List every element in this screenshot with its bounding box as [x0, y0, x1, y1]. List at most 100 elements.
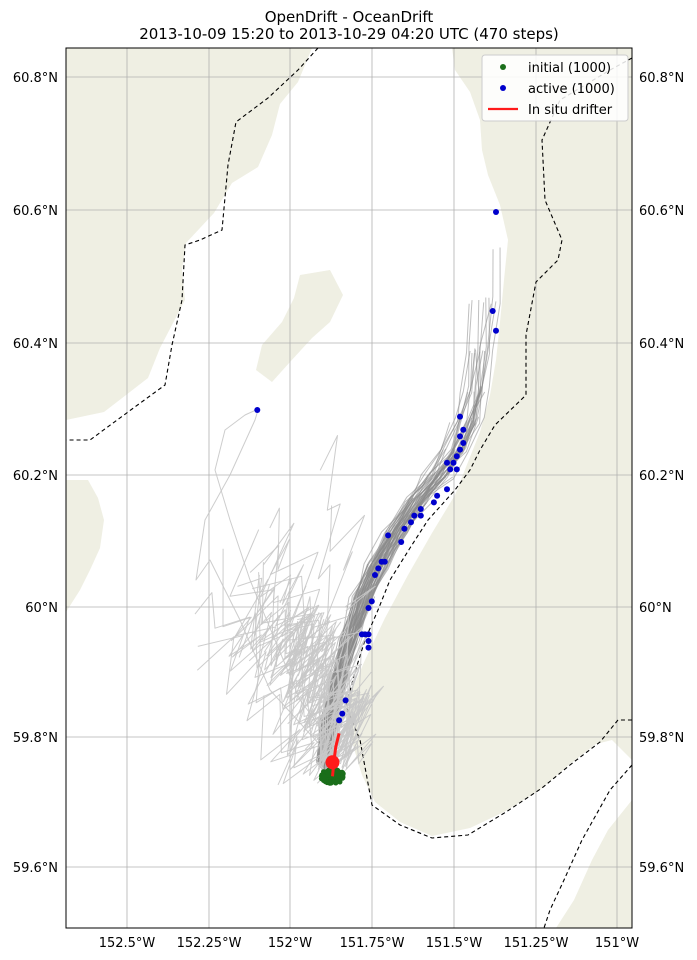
lon-tick-label: 152.5°W [99, 936, 156, 951]
initial-particle [327, 779, 333, 785]
trajectory-line [197, 611, 325, 765]
active-particle [434, 492, 441, 499]
legend-box [481, 54, 629, 122]
trajectory-line [214, 409, 331, 741]
lat-tick-label-right: 59.8°N [639, 731, 684, 746]
active-particle [450, 459, 457, 466]
land-southwest [66, 480, 104, 612]
legend-initial-marker [500, 64, 506, 70]
map-title-line1: OpenDrift - OceanDrift [265, 8, 434, 26]
initial-particle [324, 769, 330, 775]
border-west [66, 48, 319, 441]
legend-active-label: active (1000) [528, 82, 615, 97]
land-east-upper [344, 48, 632, 928]
map-area [66, 48, 632, 928]
lat-tick-label-right: 60.8°N [639, 71, 684, 86]
lon-tick-label: 151°W [595, 936, 639, 951]
active-particle [375, 565, 382, 572]
trajectory-line [195, 409, 321, 746]
trajectory-line [303, 618, 378, 769]
lat-tick-label-right: 60.2°N [639, 469, 684, 484]
lat-tick-label-right: 60.4°N [639, 337, 684, 352]
active-particle [457, 413, 463, 420]
trajectory-line [235, 578, 352, 774]
active-particle [453, 453, 460, 460]
active-particle [489, 308, 496, 314]
legend-initial-label: initial (1000) [528, 61, 611, 76]
land-layer [66, 48, 632, 928]
active-particle [460, 440, 467, 446]
active-particle [417, 506, 424, 512]
lat-tick-label-left: 60°N [25, 601, 58, 616]
active-particle [401, 525, 408, 532]
map-gridlines [66, 48, 632, 928]
active-particle [411, 512, 418, 519]
active-particle [447, 466, 454, 473]
lat-tick-label-left: 60.8°N [13, 71, 58, 86]
active-particle [408, 519, 414, 526]
trajectory-line [229, 529, 340, 768]
active-particle [398, 539, 405, 545]
trajectory-line [295, 612, 359, 770]
initial-particle [331, 779, 337, 785]
lat-tick-label-right: 60°N [639, 601, 672, 616]
active-particle [365, 605, 372, 611]
active-particle [430, 499, 437, 506]
trajectory-line [277, 732, 363, 786]
lon-tick-label: 151.5°W [426, 936, 483, 951]
lat-tick-label-right: 59.6°N [639, 861, 684, 876]
trajectory-line [321, 420, 468, 774]
active-particle [336, 717, 343, 724]
land-west [66, 48, 312, 420]
map-legend: initial (1000) active (1000) In situ dri… [481, 54, 629, 122]
lat-tick-label-left: 59.8°N [13, 731, 58, 746]
axes-frame [65, 47, 633, 929]
drifter-start-marker [325, 755, 340, 770]
active-particle [493, 209, 499, 215]
trajectory-line [260, 522, 361, 765]
initial-particle [339, 775, 346, 781]
trajectory-line [258, 572, 346, 761]
border-east [345, 57, 632, 839]
active-particle [254, 407, 261, 413]
lon-tick-label: 151.75°W [340, 936, 405, 951]
active-particle [368, 598, 375, 605]
active-particle [460, 426, 467, 433]
active-particle [444, 459, 450, 466]
active-particle [358, 631, 365, 638]
latitude-tick-labels-left: 60.8°N 60.6°N 60.4°N 60.2°N 60°N 59.8°N … [13, 71, 58, 876]
active-particle [365, 644, 372, 651]
lon-tick-label: 152°W [268, 936, 312, 951]
active-particle [342, 697, 349, 704]
border-south [543, 764, 632, 928]
map-title-line2: 2013-10-09 15:20 to 2013-10-29 04:20 UTC… [139, 25, 559, 43]
lat-tick-label-left: 59.6°N [13, 861, 58, 876]
trajectory-line [327, 420, 473, 774]
admin-borders [66, 48, 632, 928]
lat-tick-label-left: 60.2°N [13, 469, 58, 484]
lat-tick-label-right: 60.6°N [639, 204, 684, 219]
active-particles [254, 209, 499, 724]
lat-tick-label-left: 60.6°N [13, 204, 58, 219]
trajectory-line [254, 583, 334, 771]
active-particle [457, 433, 463, 440]
latitude-tick-labels-right: 60.8°N 60.6°N 60.4°N 60.2°N 60°N 59.8°N … [639, 71, 684, 876]
lon-tick-label: 152.25°W [177, 936, 242, 951]
active-particle [365, 638, 372, 644]
active-particle [453, 466, 460, 473]
lon-tick-label: 151.25°W [504, 936, 569, 951]
trajectory-line [196, 636, 322, 771]
in-situ-drifter [325, 733, 341, 777]
active-particle [378, 558, 385, 565]
longitude-tick-labels: 152.5°W 152.25°W 152°W 151.75°W 151.5°W … [99, 936, 640, 951]
active-particle [493, 327, 499, 334]
active-particle [339, 710, 346, 717]
lat-tick-label-left: 60.4°N [13, 337, 58, 352]
active-particle [417, 512, 424, 519]
land-kalgin-island [256, 270, 343, 382]
active-particle [385, 532, 392, 539]
active-particle [372, 572, 378, 578]
active-particle [457, 446, 463, 453]
trajectory-line [279, 578, 348, 759]
